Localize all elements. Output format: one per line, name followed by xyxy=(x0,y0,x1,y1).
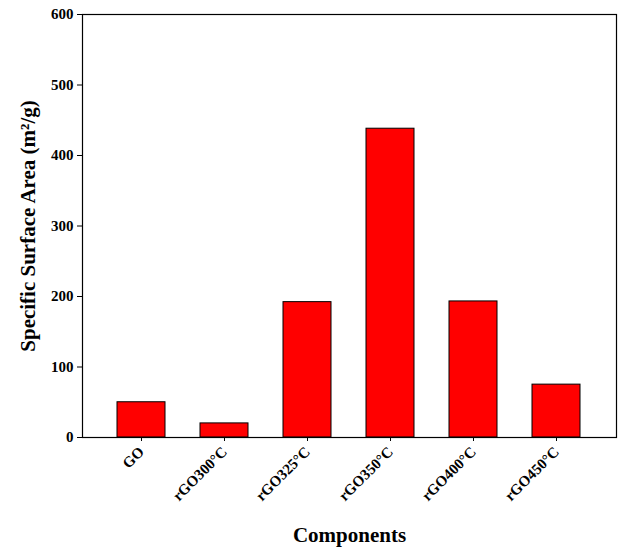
svg-text:Specific Surface Area (m²/g): Specific Surface Area (m²/g) xyxy=(16,100,40,351)
svg-text:rGO300°C: rGO300°C xyxy=(170,444,230,504)
svg-text:rGO350°C: rGO350°C xyxy=(336,444,396,504)
svg-text:600: 600 xyxy=(51,6,74,22)
svg-text:Components: Components xyxy=(293,523,406,547)
svg-text:rGO450°C: rGO450°C xyxy=(502,444,562,504)
svg-text:rGO325°C: rGO325°C xyxy=(253,444,313,504)
svg-text:100: 100 xyxy=(51,359,74,375)
svg-text:GO: GO xyxy=(119,444,147,472)
svg-text:200: 200 xyxy=(51,288,74,304)
svg-text:0: 0 xyxy=(66,429,74,445)
svg-text:rGO400°C: rGO400°C xyxy=(419,444,479,504)
svg-text:400: 400 xyxy=(51,147,74,163)
svg-text:300: 300 xyxy=(51,218,74,234)
svg-text:500: 500 xyxy=(51,77,74,93)
